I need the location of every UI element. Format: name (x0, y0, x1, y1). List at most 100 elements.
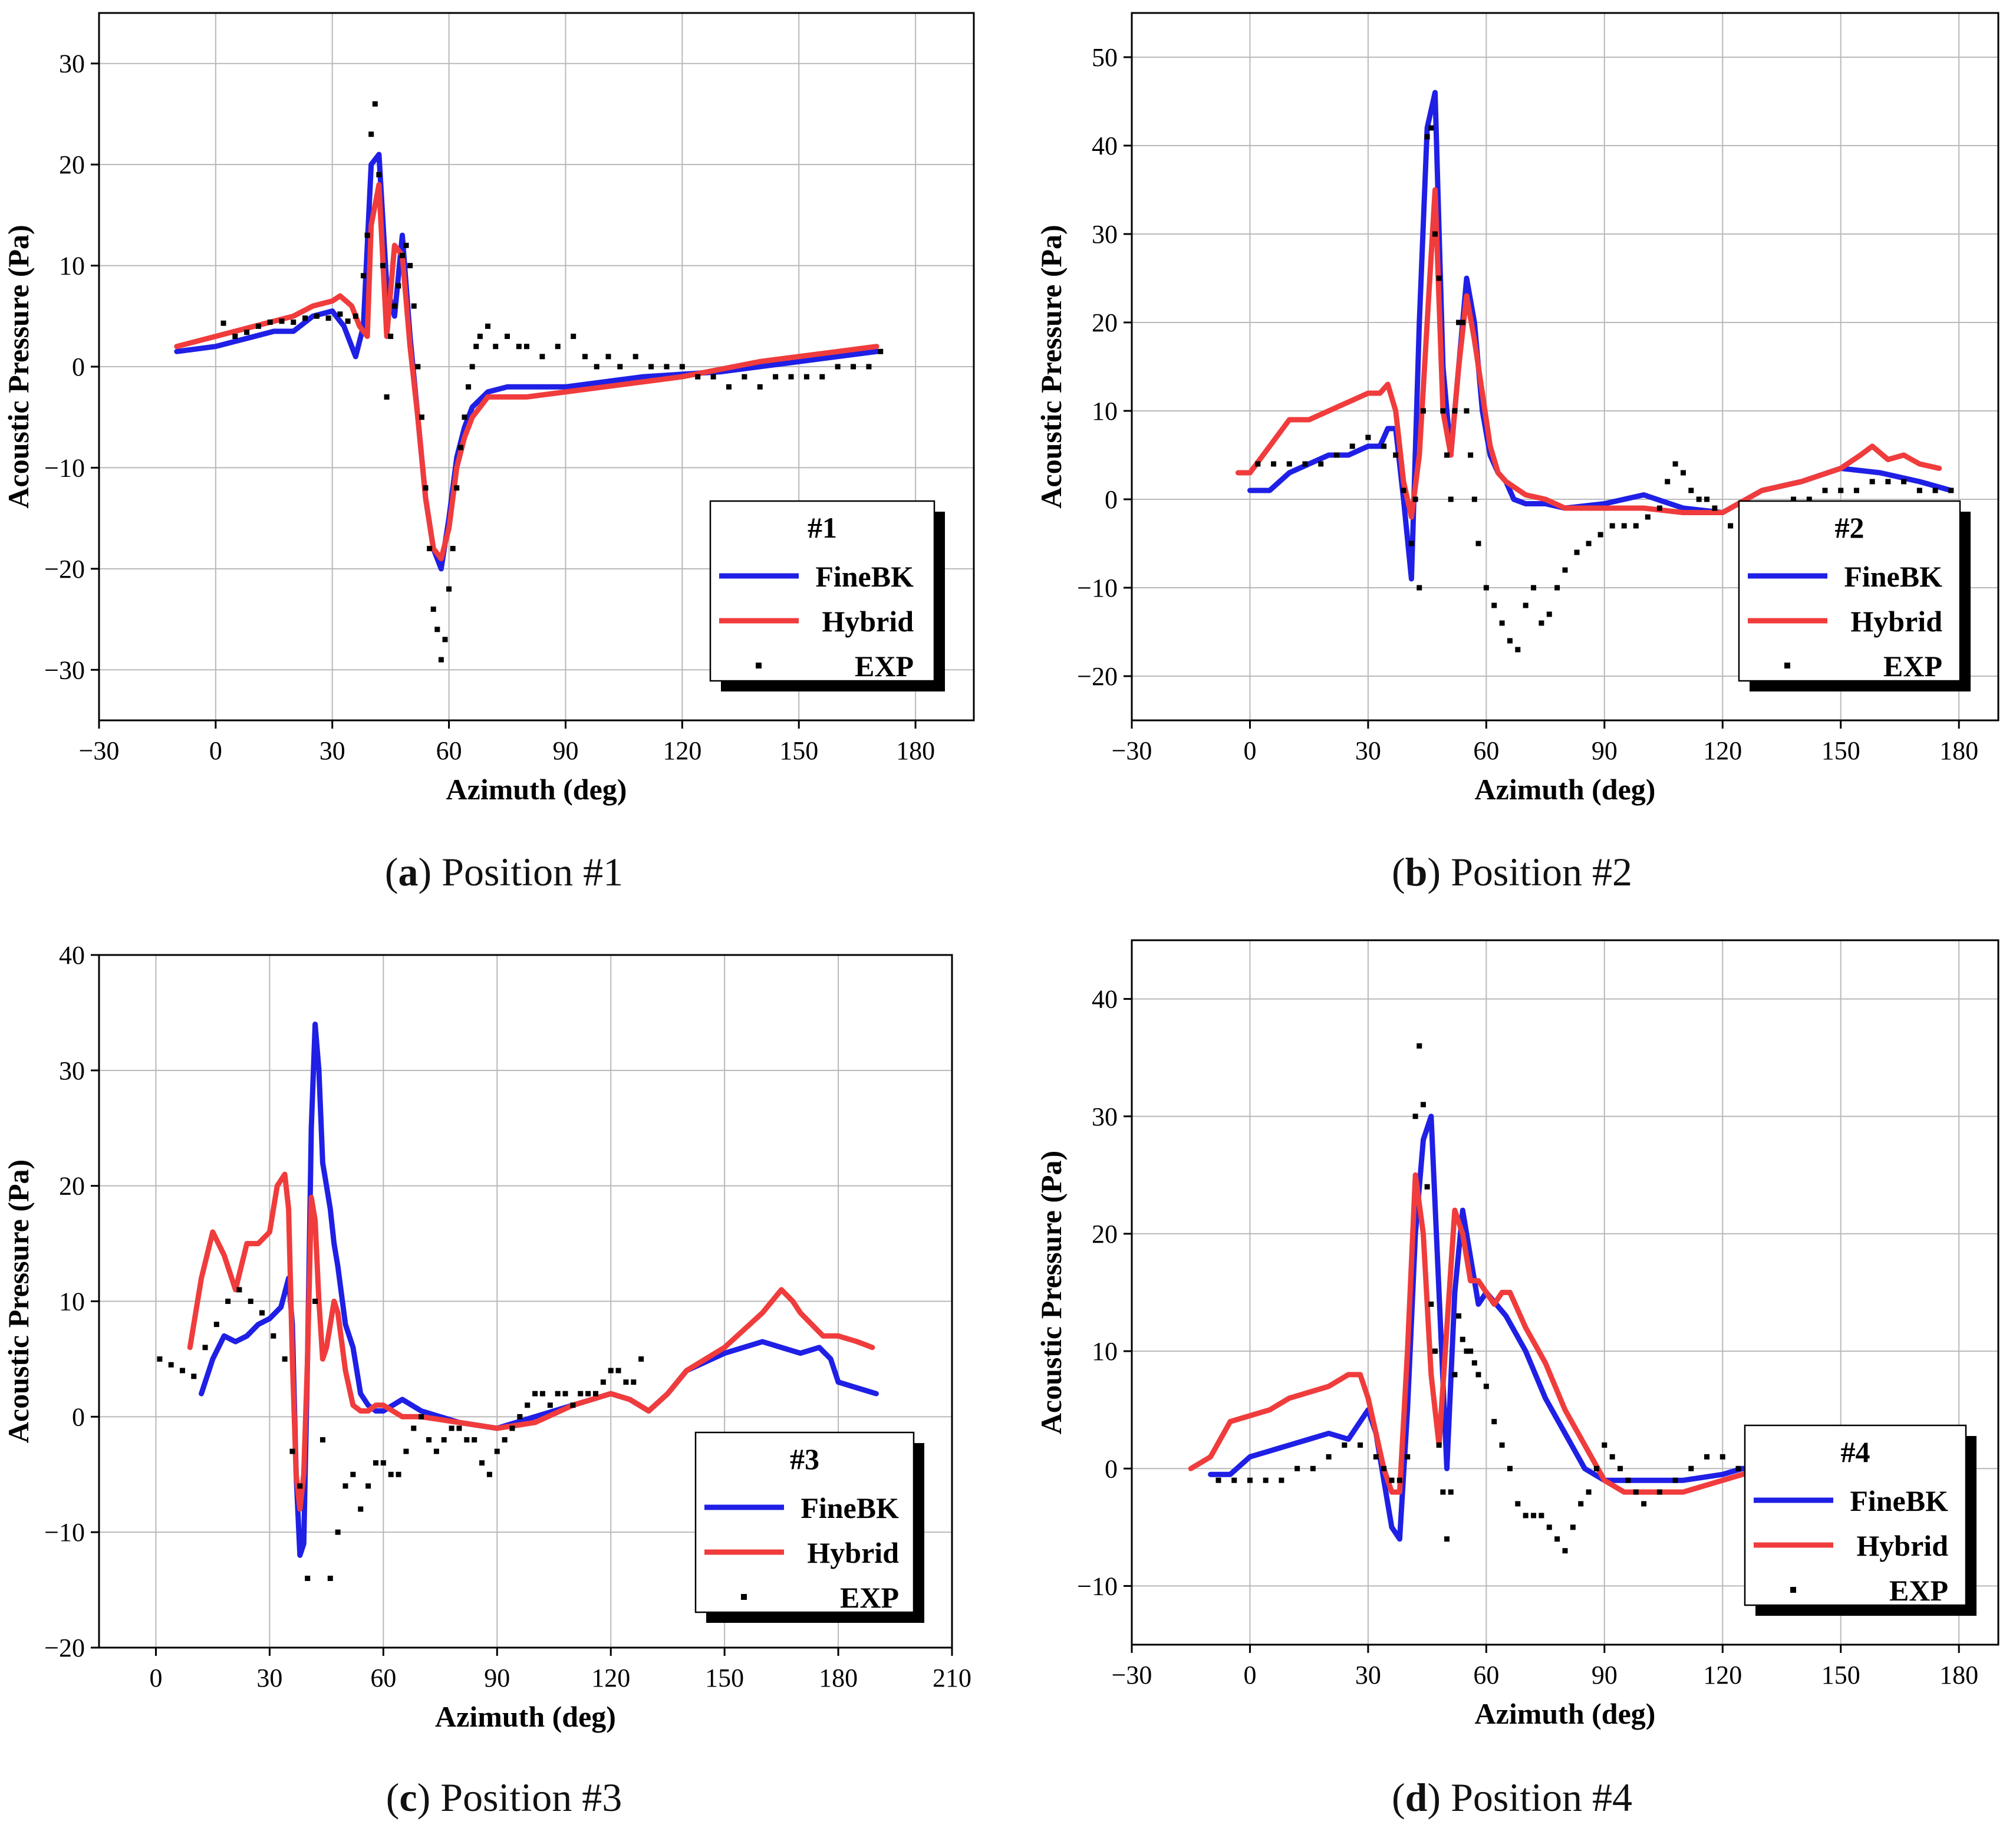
exp-point (337, 311, 343, 317)
exp-point (1523, 1513, 1529, 1519)
exp-point (1412, 1114, 1418, 1119)
exp-point (493, 344, 499, 350)
plot-area (1188, 1043, 1804, 1554)
x-tick-label: 30 (1355, 1661, 1381, 1689)
x-tick-label: 90 (1592, 736, 1618, 765)
legend: #2 FineBK Hybrid EXP (1738, 500, 1971, 691)
exp-point (407, 263, 413, 269)
exp-point (1719, 1454, 1725, 1460)
y-tick-label: 10 (1092, 397, 1118, 426)
exp-point (664, 364, 670, 370)
y-tick-label: 10 (1092, 1337, 1118, 1366)
exp-point (1381, 443, 1387, 449)
exp-point (1294, 1465, 1300, 1471)
exp-point (267, 320, 273, 325)
exp-point (1932, 488, 1938, 493)
exp-point (213, 1322, 219, 1328)
exp-point (570, 1402, 576, 1408)
exp-point (462, 414, 467, 420)
exp-point (757, 384, 763, 390)
exp-point (1554, 585, 1560, 591)
exp-point (327, 1576, 333, 1581)
x-axis-label: Azimuth (deg) (435, 1700, 616, 1733)
exp-point (399, 252, 405, 258)
y-tick-label: −20 (44, 555, 85, 584)
legend-title: #2 (1835, 511, 1865, 544)
exp-point (524, 344, 530, 350)
exp-point (1602, 1442, 1607, 1448)
y-tick-label: −20 (44, 1633, 85, 1662)
exp-point (1625, 1477, 1631, 1483)
y-tick-label: −10 (1077, 574, 1118, 602)
y-tick-label: −20 (1077, 662, 1118, 691)
exp-point (220, 320, 226, 326)
exp-point (396, 283, 401, 289)
x-axis-label: Azimuth (deg) (446, 773, 627, 806)
exp-point (376, 172, 382, 177)
exp-point (1491, 1419, 1497, 1425)
exp-point (427, 546, 433, 552)
legend-swatch (1784, 663, 1790, 668)
y-tick-label: −10 (44, 1518, 85, 1547)
x-tick-label: −30 (1112, 736, 1152, 765)
chart-panel-2: −30 0 30 60 90 120 150 180 −20 −10 0 10 20 30 40 50 Azim… (1035, 12, 1999, 806)
exp-point (441, 1437, 447, 1442)
exp-point (1515, 1501, 1521, 1507)
exp-point (788, 374, 794, 380)
x-tick-label: 120 (1703, 736, 1742, 765)
exp-point (1428, 125, 1434, 131)
exp-point (472, 1437, 477, 1442)
exp-point (1531, 1513, 1537, 1519)
x-tick-label: 60 (370, 1664, 396, 1692)
exp-point (1381, 1465, 1387, 1471)
exp-point (1471, 1360, 1477, 1366)
exp-point (1712, 505, 1718, 511)
x-tick-label: 180 (1939, 736, 1978, 765)
exp-point (615, 1368, 621, 1374)
exp-point (1405, 1454, 1411, 1460)
exp-point (1562, 1548, 1568, 1554)
exp-point (1389, 1477, 1395, 1483)
exp-point (1515, 647, 1521, 653)
exp-point (1456, 320, 1462, 325)
exp-point (1672, 461, 1678, 467)
exp-point (372, 101, 378, 107)
exp-point (396, 1471, 401, 1477)
legend-title: #3 (790, 1442, 819, 1475)
exp-point (469, 364, 475, 370)
plot-frame (1131, 939, 1999, 1646)
y-tick-label: 30 (59, 50, 85, 78)
exp-point (384, 394, 390, 400)
exp-point (547, 1402, 553, 1408)
exp-point (450, 546, 456, 552)
exp-point (360, 273, 366, 279)
legend-box (1738, 500, 1961, 682)
exp-point (1231, 1477, 1237, 1483)
exp-point (1838, 488, 1844, 493)
series-hybrid-line (174, 182, 879, 562)
exp-point (835, 364, 841, 370)
exp-point (1393, 452, 1399, 458)
exp-point (1531, 585, 1537, 591)
exp-point (442, 637, 448, 643)
exp-point (191, 1374, 197, 1379)
exp-point (1396, 1477, 1402, 1483)
exp-point (594, 364, 599, 370)
exp-point (1633, 1489, 1639, 1495)
legend-label: EXP (1883, 650, 1942, 683)
exp-point (456, 1425, 462, 1431)
exp-point (157, 1356, 163, 1362)
exp-point (1853, 488, 1859, 493)
exp-point (1593, 1465, 1599, 1471)
exp-point (1665, 479, 1671, 485)
exp-point (244, 330, 250, 335)
x-tick-label: 30 (319, 736, 345, 765)
x-tick-label: 60 (436, 736, 462, 765)
y-axis-label: Acoustic Pressure (Pa) (2, 1160, 35, 1443)
exp-point (1310, 1465, 1316, 1471)
exp-point (291, 320, 297, 325)
x-tick-label: 150 (779, 736, 818, 765)
exp-point (695, 374, 701, 380)
exp-point (1672, 1477, 1678, 1483)
